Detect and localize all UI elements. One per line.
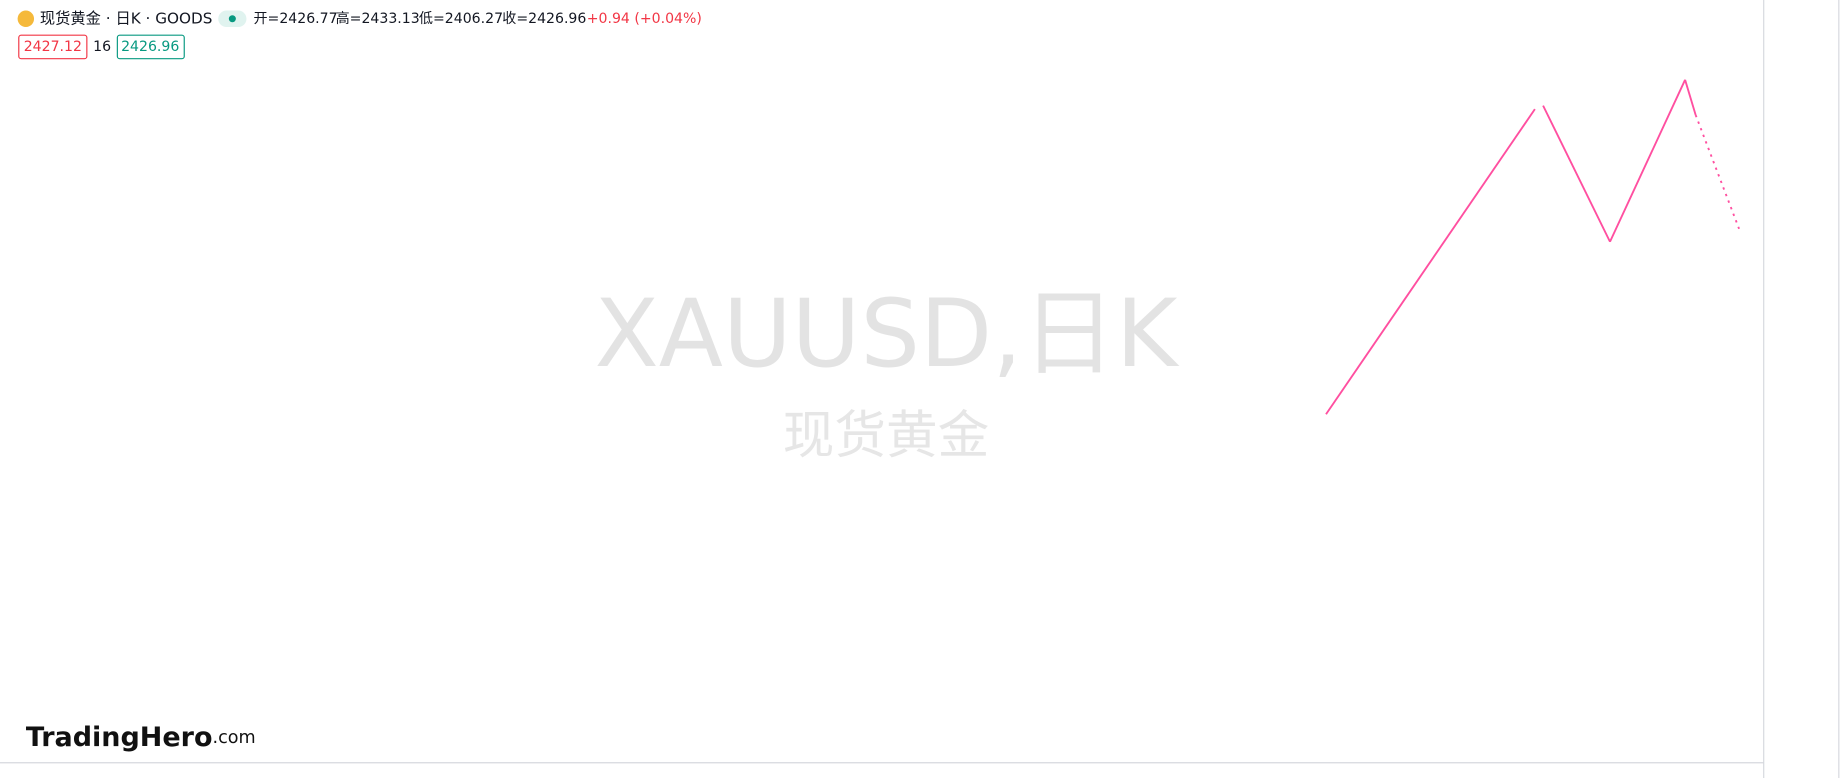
watermark: XAUUSD,日K	[594, 280, 1179, 389]
trend-line	[1542, 105, 1611, 243]
ohlc-change: +0.94 (+0.04%)	[587, 11, 702, 27]
watermark-sub: 现货黄金	[783, 406, 990, 466]
ohlc-open: 开=2426.77	[253, 11, 337, 27]
symbol-icon	[17, 10, 35, 27]
logo: TradingHero.com	[26, 722, 256, 753]
bid-price: 2427.12	[24, 39, 82, 55]
status-dot	[228, 15, 236, 23]
trend-line	[1684, 79, 1697, 116]
ask-box[interactable]	[116, 34, 185, 60]
bid-box[interactable]	[18, 34, 88, 60]
ohlc-high: 高=2433.13	[336, 10, 420, 27]
pattern-drawing	[1325, 79, 1740, 415]
symbol: 现货黄金 · 日K · GOODS	[40, 9, 213, 27]
trend-line	[1609, 79, 1686, 243]
ohlc-close: 收=2426.96	[502, 11, 586, 27]
trend-line	[1325, 108, 1536, 415]
logo-suffix: .com	[213, 728, 256, 748]
ask-price: 2426.96	[121, 39, 179, 55]
ohlc-low: 低=2406.27	[419, 11, 503, 27]
logo-name: TradingHero	[26, 722, 213, 753]
spread: 16	[93, 39, 111, 55]
